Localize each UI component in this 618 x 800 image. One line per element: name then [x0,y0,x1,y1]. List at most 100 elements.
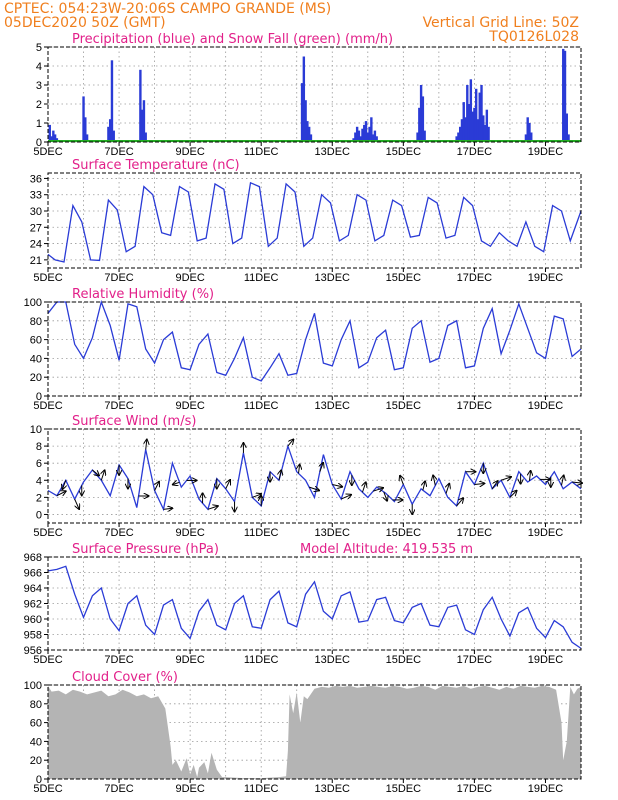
precip-bar [565,113,568,142]
wind-xtick-label: 19DEC [528,527,564,539]
precip-bar [563,50,567,142]
precip-bar [142,100,146,142]
precip-bar [464,117,467,142]
temp-ytick-label: 30 [30,206,42,218]
wind-xtick-label: 13DEC [315,527,351,539]
precip-bar [53,134,57,142]
temp-ytick-label: 24 [30,239,42,251]
pressure-ytick-label: 960 [24,614,42,626]
precip-bar [483,124,487,142]
wind-vector [309,487,319,490]
precip-bar [50,136,53,142]
cloud-frame [47,684,582,780]
precip-bar [373,130,377,142]
precip-ytick-label: 1 [36,118,42,130]
humidity-ytick-label: 20 [30,372,42,384]
pressure-xtick-label: 9DEC [175,654,204,666]
temp-ytick-label: 21 [30,255,42,267]
cloud-ytick-label: 100 [24,680,42,692]
humidity-xtick-label: 11DEC [244,400,279,412]
precip-bar [370,117,373,142]
humidity-frame [47,301,582,397]
precip-bar [482,115,485,142]
header-grid-note: Vertical Grid Line: 50Z [423,15,579,31]
humidity-ytick-label: 40 [30,353,42,365]
wind-vector [423,481,425,491]
wind-vector [74,498,79,509]
pressure-ytick-label: 956 [24,645,42,657]
header-date: 05DEC2020 50Z (GMT) [4,15,166,31]
cloud-panel: 5DEC 7DEC 9DEC 11DEC 13DEC 15DEC 17DEC 19DEC 0 20… [24,670,582,795]
precip-title: Precipitation (blue) and Snow Fall (gree… [72,32,393,47]
cloud-ytick-label: 60 [30,718,42,730]
precip-bar [473,107,476,142]
wind-ytick-label: 6 [36,458,42,470]
humidity-title: Relative Humidity (%) [72,287,214,302]
precip-bar [371,134,375,142]
precip-bar [112,130,115,142]
temp-title: Surface Temperature (nC) [72,158,240,173]
precip-bar [416,132,419,142]
wind-vector [92,469,99,476]
wind-vector [456,498,464,507]
wind-vector [372,488,383,491]
precip-bar [140,109,144,142]
wind-vector [56,491,66,495]
wind-xtick-label: 7DEC [104,527,133,539]
cloud-area [48,685,581,779]
wind-vector [433,476,435,486]
precip-bar [418,107,421,142]
pressure-title: Surface Pressure (hPa) [72,542,219,557]
precip-bar [108,119,112,142]
cloud-xtick-label: 5DEC [33,783,62,795]
precip-bar [357,130,361,142]
humidity-ytick-label: 80 [30,316,42,328]
precip-bar [364,121,368,142]
wind-vector [146,440,147,450]
wind-vector [252,494,261,497]
cloud-ytick-label: 80 [30,699,42,711]
wind-xtick-label: 15DEC [386,527,422,539]
wind-vector [62,480,65,489]
temp-ytick-label: 33 [30,190,42,202]
precip-bar [309,134,313,142]
wind-ytick-label: 8 [36,441,42,453]
wind-vector [529,471,530,481]
precip-ytick-label: 0 [36,137,42,149]
pressure-panel: 5DEC 7DEC 9DEC 11DEC 13DEC 15DEC 17DEC 19DEC 956… [24,542,582,666]
precip-ytick-label: 4 [36,61,42,73]
precip-bar [466,85,469,142]
pressure-ytick-label: 968 [24,552,42,564]
precip-bar [300,83,304,142]
precip-bar [471,111,474,142]
cloud-ytick-label: 40 [30,736,42,748]
precip-bar [361,128,364,142]
wind-vector [340,495,351,500]
temp-ytick-label: 27 [30,222,42,234]
precip-bar [144,132,147,142]
precip-bar [368,126,371,142]
wind-vector [279,470,281,481]
pressure-xtick-label: 15DEC [386,654,422,666]
humidity-xtick-label: 7DEC [104,400,133,412]
precip-bar [421,96,425,142]
pressure-ytick-label: 962 [24,599,42,611]
temp-series-line [47,181,582,263]
pressure-annotation: Model Altitude: 419.535 m [300,542,473,557]
precip-bar [528,123,531,142]
wind-vector [446,484,449,494]
wind-vector [287,439,294,447]
precip-bar [530,132,533,142]
precip-xtick-label: 5DEC [33,146,62,158]
wind-vector [299,465,300,474]
wind-vector [400,476,403,485]
precip-xtick-label: 19DEC [528,146,564,158]
precip-panel: 5DEC 7DEC 9DEC 11DEC 13DEC 15DEC 17DEC 19DEC 0 1 2… [33,32,582,158]
temp-ytick-label: 36 [30,173,42,185]
header-code: TQ0126L028 [488,29,579,45]
precip-xtick-label: 15DEC [386,146,422,158]
wind-ytick-label: 0 [36,509,42,521]
pressure-ytick-label: 958 [24,630,42,642]
pressure-xtick-label: 17DEC [457,654,493,666]
